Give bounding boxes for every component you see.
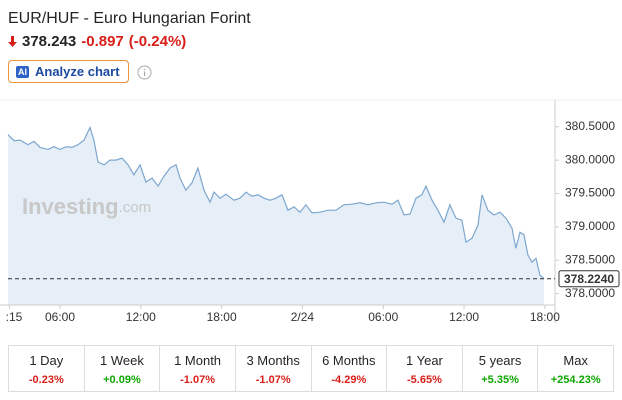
title: EUR/HUF - Euro Hungarian Forint: [8, 10, 251, 27]
down-arrow: [8, 36, 17, 47]
x-tick-label: 18:00: [207, 310, 237, 324]
y-tick-label: 379.5000: [565, 186, 615, 200]
x-tick-label: 2/24: [291, 310, 315, 324]
period-label: 1 Year: [406, 353, 443, 368]
x-tick-label: :15: [6, 310, 23, 324]
y-tick-label: 378.0000: [565, 286, 615, 300]
last-price-label: 378.2240: [564, 272, 614, 286]
period-tab[interactable]: 5 years +5.35%: [463, 346, 539, 391]
period-tab[interactable]: Max +254.23%: [538, 346, 613, 391]
period-change: -4.29%: [331, 374, 367, 386]
period-change: -5.65%: [407, 374, 442, 386]
change: -0.897: [81, 33, 124, 50]
y-tick-label: 379.0000: [565, 219, 615, 233]
y-tick-label: 380.5000: [565, 119, 615, 133]
price-line: [7, 125, 545, 280]
period-change: +0.09%: [103, 374, 141, 386]
x-tick-label: 12:00: [126, 310, 156, 324]
watermark: Investing.com: [22, 194, 151, 219]
period-change: -1.07%: [180, 374, 215, 386]
period-label: 1 Day: [29, 353, 64, 368]
period-label: 1 Month: [174, 353, 222, 368]
analyze-button[interactable]: AI Analyze chart: [8, 60, 129, 83]
watermark-suffix: .com: [119, 199, 152, 216]
change-percent: (-0.24%): [128, 33, 187, 50]
period-label: 5 years: [478, 353, 522, 368]
period-label: Max: [563, 353, 588, 368]
period-change: -1.07%: [255, 374, 291, 386]
period-label: 1 Week: [100, 353, 144, 368]
info-icon[interactable]: [137, 65, 152, 80]
period-change: -0.23%: [28, 374, 64, 386]
x-tick-label: 06:00: [368, 310, 398, 324]
chart: Investing.com 378.0000 378.5000 379.0000 37…: [0, 99, 622, 324]
y-tick-label: 378.5000: [565, 252, 615, 266]
button-label: Analyze chart: [35, 64, 120, 79]
period-label: 6 Months: [322, 353, 376, 368]
watermark-brand-text: Investing: [22, 194, 119, 219]
period-tab[interactable]: 1 Year -5.65%: [387, 346, 463, 391]
x-tick-label: 06:00: [45, 310, 75, 324]
period-tab[interactable]: 3 Months -1.07%: [236, 346, 312, 391]
period-tab[interactable]: 1 Month -1.07%: [160, 346, 236, 391]
period-change: +5.35%: [481, 374, 519, 386]
ai-badge: AI: [16, 65, 29, 78]
period-change: +254.23%: [550, 374, 601, 386]
x-tick-label: 18:00: [530, 310, 560, 324]
last-price-box: [558, 270, 620, 288]
price: 378.243: [22, 33, 77, 50]
period-tabs: 1 Day -0.23% 1 Week +0.09% 1 Month -1.07% 3 Mo…: [8, 345, 614, 392]
price-row: 378.243 -0.897 (-0.24%): [8, 33, 186, 50]
period-tab[interactable]: 6 Months -4.29%: [312, 346, 388, 391]
period-tab[interactable]: 1 Day -0.23%: [9, 346, 85, 391]
x-tick-label: 12:00: [449, 310, 479, 324]
period-label: 3 Months: [246, 353, 300, 368]
y-tick-label: 380.0000: [565, 152, 615, 166]
watermark-brand: Investing.com: [22, 194, 151, 219]
period-tab[interactable]: 1 Week +0.09%: [85, 346, 161, 391]
